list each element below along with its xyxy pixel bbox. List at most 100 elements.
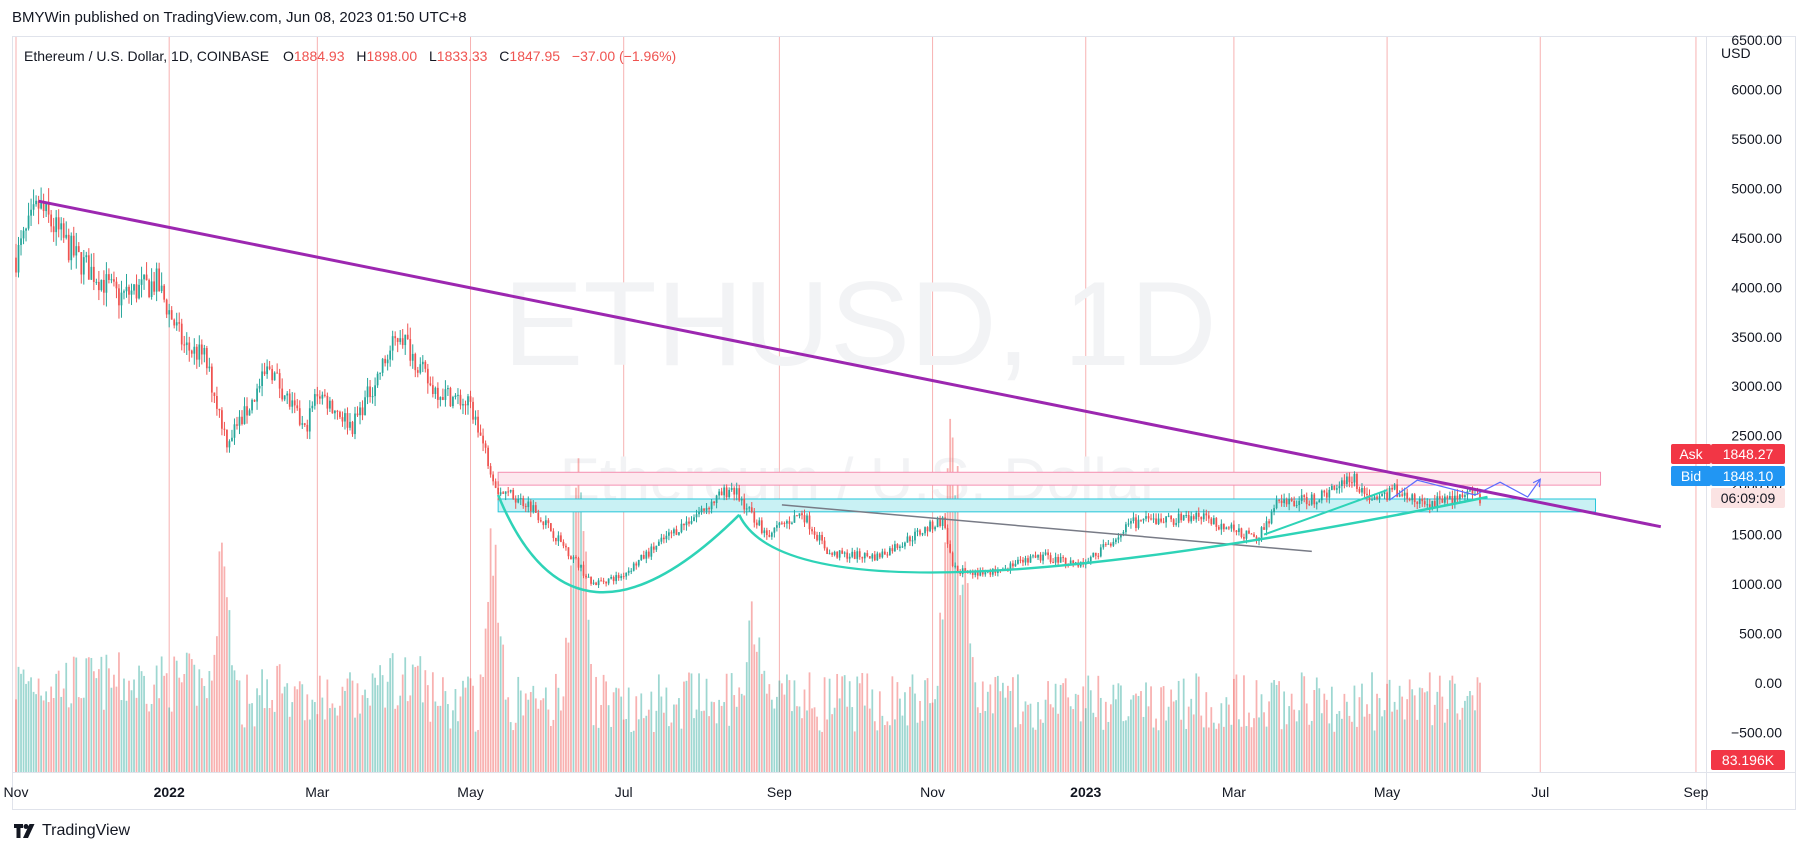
candle-body-2022-11-06 [944,517,947,528]
candle-body-2022-06-15 [582,564,585,576]
volume-bar-2022-07-07 [637,719,640,772]
candle-body-2023-05-13 [1416,502,1419,504]
legend-open-label: O [283,48,294,64]
candle-body-2022-05-06 [482,435,484,444]
candle-body-2021-12-03 [95,281,98,283]
volume-bar-2022-08-10 [723,702,726,772]
volume-bar-2021-12-01 [90,657,93,772]
volume-bar-2023-03-24 [1290,693,1293,772]
volume-bar-2021-11-08 [32,691,35,772]
volume-bar-2022-10-06 [866,673,869,772]
volume-bar-2022-07-27 [688,672,690,772]
volume-bar-2023-01-11 [1109,704,1112,772]
legend-close: 1847.95 [509,48,560,64]
candle-body-2022-10-26 [916,530,919,532]
volume-bar-2022-09-03 [783,694,786,772]
volume-bar-2022-07-28 [690,673,693,772]
candle-body-2022-11-10 [954,565,957,567]
candle-body-2022-10-21 [904,542,906,547]
volume-bar-2022-07-12 [650,691,653,772]
bid-label: Bid [1681,468,1701,484]
volume-bar-2022-05-26 [532,685,535,772]
candle-body-2022-05-24 [527,501,530,508]
volume-bar-2022-10-24 [911,674,914,772]
candle-body-2022-09-28 [846,552,849,559]
volume-bar-2022-03-27 [381,675,384,772]
volume-bar-2022-10-26 [916,722,919,772]
volume-bar-2022-11-09 [951,437,954,772]
candle-body-2022-01-26 [231,437,233,442]
volume-bar-2022-07-20 [670,722,673,772]
volume-bar-2023-05-12 [1413,695,1416,772]
volume-bar-2023-02-20 [1210,707,1213,772]
volume-bar-2022-11-11 [956,466,959,772]
candle-body-2022-03-26 [379,372,381,374]
volume-bar-2022-09-09 [798,706,801,772]
candle-body-2023-03-23 [1288,498,1291,505]
time-axis[interactable]: Nov 2022 Mar May Jul Sep Nov 2023 Mar May Jul Sep [4,784,1709,800]
volume-bar-2022-05-17 [509,722,512,772]
volume-bar-2022-04-03 [399,695,402,772]
volume-bar-2023-03-21 [1283,691,1286,772]
candle-body-2022-12-09 [1027,558,1029,563]
volume-bar-2023-04-09 [1330,686,1333,772]
volume-bar-2022-01-02 [170,711,173,772]
candle-body-2022-12-22 [1059,557,1062,563]
candle-body-2021-12-01 [90,266,93,280]
candle-body-2021-12-05 [100,279,103,291]
volume-bar-2022-07-21 [673,704,675,772]
volume-bar-2023-03-05 [1243,675,1245,772]
candle-body-2021-11-10 [37,200,40,209]
volume-bar-2023-05-19 [1431,725,1434,772]
volume-bar-2023-05-18 [1428,672,1431,772]
volume-bar-2023-02-09 [1182,678,1185,772]
volume-bar-2023-01-27 [1150,686,1152,772]
candle-body-2022-06-05 [557,535,560,542]
volume-bar-2022-07-11 [647,709,650,772]
candle-body-2022-05-26 [532,505,535,512]
candle-body-2022-03-01 [316,394,319,397]
candle-body-2023-03-14 [1265,521,1268,530]
candle-body-2023-01-27 [1150,518,1152,520]
volume-bar-2022-11-16 [969,643,972,772]
candle-body-2022-10-28 [921,533,924,535]
volume-bar-2021-11-28 [82,697,85,772]
y-tick-label-2: 5500.00 [1731,131,1782,147]
volume-bar-2023-01-06 [1097,675,1100,772]
candle-body-2022-06-17 [587,576,590,578]
volume-bar-2023-05-08 [1403,719,1406,772]
candle-body-2022-05-18 [512,490,515,499]
tradingview-logo[interactable]: TradingView [14,822,130,840]
volume-bar-2023-05-02 [1388,679,1391,772]
volume-bar-2022-05-21 [519,690,522,772]
volume-bar-2023-05-29 [1456,713,1459,772]
candle-body-2023-01-24 [1142,518,1145,521]
volume-bar-2022-07-15 [657,674,660,772]
candle-body-2023-03-30 [1305,496,1308,505]
volume-bar-2022-08-21 [750,601,753,772]
volume-bar-2022-01-18 [210,680,213,772]
candle-body-2022-10-22 [906,536,909,543]
volume-bar-2022-01-30 [241,724,243,772]
candle-body-2023-03-12 [1260,527,1263,538]
volume-bar-2022-10-23 [909,686,911,772]
candle-body-2022-03-11 [341,417,344,422]
candle-body-2022-09-20 [826,548,828,554]
volume-bar-2022-07-13 [652,731,655,772]
volume-bar-2021-11-23 [70,703,73,772]
volume-bar-2023-04-22 [1363,716,1366,772]
candle-body-2021-11-04 [22,230,25,239]
candle-body-2022-02-27 [311,405,314,409]
candle-body-2022-03-08 [334,410,336,414]
candle-body-2022-05-07 [484,443,487,448]
volume-bar-2022-03-29 [386,681,389,772]
volume-bar-2022-09-20 [826,719,828,772]
volume-bar-2023-03-23 [1288,706,1291,772]
candle-body-2022-10-02 [856,551,859,559]
price-axis[interactable]: 6500.00 6000.00 5500.00 5000.00 4500.00 4000.… [1731,32,1782,740]
candle-body-2022-09-27 [843,552,846,554]
candle-body-2022-09-22 [831,553,834,555]
candle-body-2023-05-30 [1459,494,1461,500]
candle-body-2022-08-28 [768,535,771,537]
